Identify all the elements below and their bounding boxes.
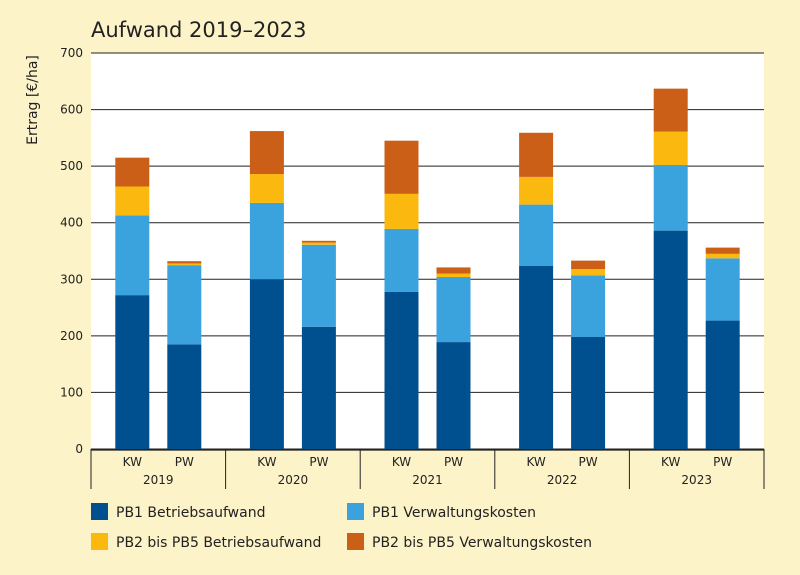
bar-segment <box>653 230 688 449</box>
x-category-label: KW <box>526 455 545 469</box>
x-group-label: 2021 <box>412 473 443 487</box>
legend-swatch <box>347 503 364 520</box>
bar-segment <box>519 132 554 177</box>
bar-segment <box>436 273 471 278</box>
x-group-label: 2022 <box>547 473 578 487</box>
bar-segment <box>249 174 284 203</box>
bar-segment <box>571 260 606 270</box>
y-tick-label: 600 <box>60 103 83 117</box>
bar-segment <box>519 204 554 266</box>
bar-segment <box>519 265 554 449</box>
y-tick-label: 700 <box>60 46 83 60</box>
bar-segment <box>167 344 202 449</box>
bar-segment <box>115 215 150 296</box>
y-tick-label: 200 <box>60 329 83 343</box>
bar-segment <box>571 275 606 337</box>
bar-segment <box>653 131 688 166</box>
bars <box>115 88 740 449</box>
bar-segment <box>167 261 202 264</box>
plot-area <box>91 53 764 449</box>
x-category-label: KW <box>257 455 276 469</box>
bar-segment <box>301 326 336 449</box>
bar-segment <box>519 176 554 205</box>
bar-segment <box>436 267 471 274</box>
bar-segment <box>705 258 740 321</box>
legend: PB1 Betriebsaufwand PB1 Verwaltungskosten… <box>91 503 592 551</box>
bar-segment <box>115 157 150 187</box>
grid-lines <box>91 52 764 450</box>
y-axis-label: Ertrag [€/ha] <box>25 55 41 145</box>
legend-label: PB2 bis PB5 Betriebsaufwand <box>116 535 321 551</box>
y-tick-label: 0 <box>75 442 83 456</box>
bar-segment <box>249 279 284 449</box>
bar-segment <box>384 140 419 194</box>
x-category-label: PW <box>579 455 598 469</box>
x-category-label: PW <box>309 455 328 469</box>
bar-segment <box>301 244 336 327</box>
x-category-label: PW <box>713 455 732 469</box>
x-group-label: 2023 <box>681 473 712 487</box>
x-category-label: PW <box>444 455 463 469</box>
x-category-label: KW <box>123 455 142 469</box>
bar-segment <box>571 336 606 449</box>
legend-swatch <box>91 503 108 520</box>
y-tick-label: 100 <box>60 385 83 399</box>
bar-segment <box>249 131 284 175</box>
y-tick-label: 500 <box>60 159 83 173</box>
chart-title: Aufwand 2019–2023 <box>91 18 306 42</box>
legend-swatch <box>91 533 108 550</box>
bar-segment <box>384 228 419 292</box>
bar-segment <box>167 265 202 345</box>
x-category-label: PW <box>175 455 194 469</box>
bar-segment <box>115 186 150 216</box>
x-group-label: 2020 <box>278 473 309 487</box>
y-axis-ticks: 0 100 200 300 400 500 600 700 <box>60 46 83 456</box>
bar-segment <box>384 291 419 449</box>
legend-swatch <box>347 533 364 550</box>
x-category-label: KW <box>661 455 680 469</box>
y-tick-label: 400 <box>60 216 83 230</box>
bar-segment <box>167 263 202 266</box>
bar-segment <box>705 320 740 449</box>
legend-label: PB1 Betriebsaufwand <box>116 505 265 521</box>
bar-segment <box>705 253 740 259</box>
bar-segment <box>653 88 688 132</box>
bar-segment <box>301 242 336 245</box>
bar-segment <box>301 240 336 243</box>
x-category-label: KW <box>392 455 411 469</box>
bar-segment <box>436 342 471 449</box>
bar-segment <box>384 193 419 229</box>
bar-segment <box>436 277 471 343</box>
y-tick-label: 300 <box>60 272 83 286</box>
x-group-label: 2019 <box>143 473 174 487</box>
legend-label: PB2 bis PB5 Verwaltungskosten <box>372 535 592 551</box>
bar-segment <box>705 247 740 254</box>
bar-segment <box>115 295 150 449</box>
bar-segment <box>249 202 284 280</box>
bar-segment <box>653 165 688 231</box>
legend-label: PB1 Verwaltungskosten <box>372 505 536 521</box>
bar-segment <box>571 269 606 276</box>
